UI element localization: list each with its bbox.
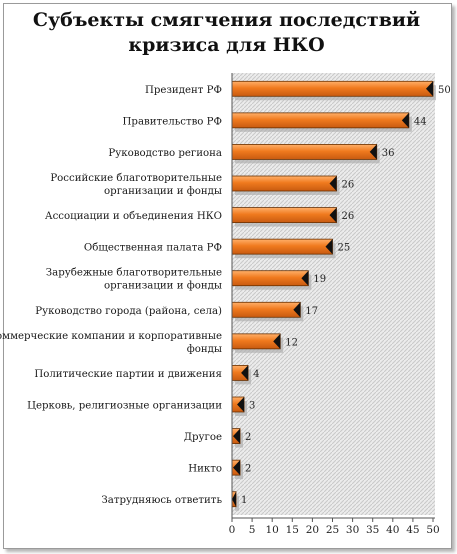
plot-area <box>232 73 435 515</box>
category-label: фонды <box>187 343 222 355</box>
bar <box>231 175 337 192</box>
x-tick-label: 40 <box>386 524 399 536</box>
bar-cap <box>401 112 409 128</box>
bar-cap <box>301 270 309 286</box>
data-label: 26 <box>342 180 355 191</box>
bar <box>231 80 434 97</box>
category-label: Политические партии и движения <box>34 369 222 380</box>
category-label: Руководство города (района, села) <box>35 305 222 317</box>
category-label: Руководство региона <box>108 148 222 159</box>
bar-cap <box>233 460 241 476</box>
chart-title: Субъекты смягчения последствий кризиса д… <box>3 8 450 58</box>
x-tick-label: 25 <box>326 524 339 536</box>
bar <box>231 333 281 350</box>
chart-title-line-1: Субъекты смягчения последствий <box>32 9 421 31</box>
category-label: Другое <box>184 432 222 443</box>
bar <box>231 238 333 255</box>
bar-cap <box>329 176 337 191</box>
data-label: 44 <box>414 116 427 127</box>
x-tick-label: 35 <box>366 524 379 536</box>
bar-shadow <box>235 495 240 511</box>
x-tick-label: 30 <box>346 524 359 536</box>
bar-cap <box>237 397 245 412</box>
category-label: Затрудняюсь ответить <box>101 495 222 506</box>
x-tick-label: 0 <box>229 524 236 536</box>
bar-cap <box>293 302 301 318</box>
data-label: 3 <box>249 401 255 412</box>
category-label: организации и фонды <box>104 280 222 292</box>
data-label: 2 <box>245 432 251 443</box>
category-label: Ассоциации и объединения НКО <box>45 210 222 222</box>
x-tick-label: 45 <box>406 524 419 536</box>
data-label: 36 <box>382 148 395 159</box>
category-label: Никто <box>188 464 222 475</box>
category-label: Церковь, религиозные организации <box>27 401 222 412</box>
category-label: Общественная палата РФ <box>84 242 222 254</box>
bar-cap <box>329 207 337 223</box>
data-label: 50 <box>438 85 451 96</box>
data-label: 19 <box>313 274 326 285</box>
bar <box>231 301 301 318</box>
category-label: Российские благотворительные <box>50 172 222 184</box>
data-label: 1 <box>241 495 247 506</box>
data-label: 25 <box>338 243 351 254</box>
x-tick-label: 50 <box>426 524 439 536</box>
x-tick-label: 20 <box>306 524 319 536</box>
data-label: 26 <box>342 211 355 222</box>
data-label: 12 <box>285 337 298 348</box>
bar-cap <box>369 144 377 160</box>
bar-cap <box>273 333 281 349</box>
category-label: Коммерческие компании и корпоративные <box>0 331 222 342</box>
data-label: 4 <box>253 369 259 380</box>
bar-cap <box>233 428 241 444</box>
category-label: Правительство РФ <box>123 116 222 127</box>
data-label: 17 <box>305 306 318 317</box>
bar <box>231 207 337 223</box>
category-label: Зарубежные благотворительные <box>46 267 222 279</box>
bar-cap <box>232 491 237 507</box>
data-label: 2 <box>245 464 251 475</box>
x-tick-label: 15 <box>286 524 299 536</box>
bar <box>231 112 410 129</box>
x-tick-label: 10 <box>266 524 279 536</box>
bar-cap <box>241 365 249 381</box>
category-label: организации и фонды <box>104 185 222 197</box>
bar-cap <box>325 239 333 255</box>
category-label: Президент РФ <box>145 85 222 96</box>
bar <box>231 144 378 160</box>
bar-cap <box>426 81 433 97</box>
bar <box>231 270 309 287</box>
chart-title-line-2: кризиса для НКО <box>128 34 325 56</box>
x-tick-label: 5 <box>249 524 256 536</box>
